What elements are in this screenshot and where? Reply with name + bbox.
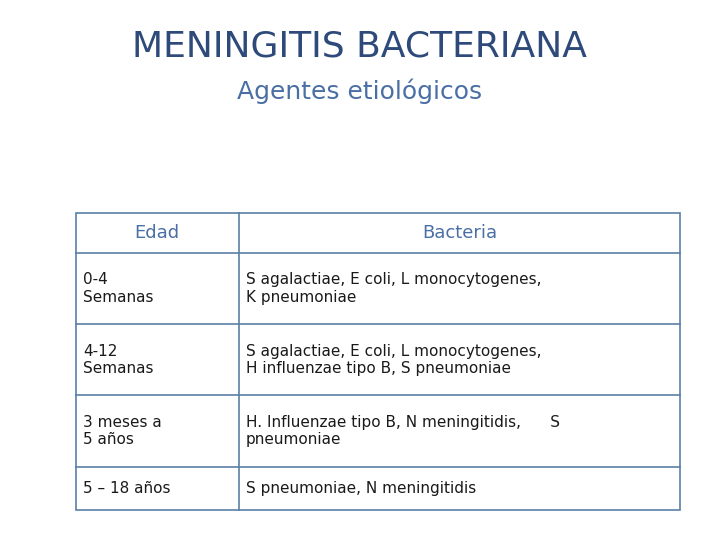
Text: 3 meses a
5 años: 3 meses a 5 años xyxy=(83,415,161,447)
Text: Agentes etiológicos: Agentes etiológicos xyxy=(238,78,482,104)
Text: S agalactiae, E coli, L monocytogenes,
H influenzae tipo B, S pneumoniae: S agalactiae, E coli, L monocytogenes, H… xyxy=(246,343,541,376)
Text: S pneumoniae, N meningitidis: S pneumoniae, N meningitidis xyxy=(246,481,477,496)
Text: Bacteria: Bacteria xyxy=(422,224,498,242)
Text: S agalactiae, E coli, L monocytogenes,
K pneumoniae: S agalactiae, E coli, L monocytogenes, K… xyxy=(246,272,541,305)
Text: 5 – 18 años: 5 – 18 años xyxy=(83,481,171,496)
Text: H. Influenzae tipo B, N meningitidis,      S
pneumoniae: H. Influenzae tipo B, N meningitidis, S … xyxy=(246,415,560,447)
Text: MENINGITIS BACTERIANA: MENINGITIS BACTERIANA xyxy=(132,30,588,64)
Text: Edad: Edad xyxy=(135,224,180,242)
Text: 4-12
Semanas: 4-12 Semanas xyxy=(83,343,153,376)
Text: 0-4
Semanas: 0-4 Semanas xyxy=(83,272,153,305)
